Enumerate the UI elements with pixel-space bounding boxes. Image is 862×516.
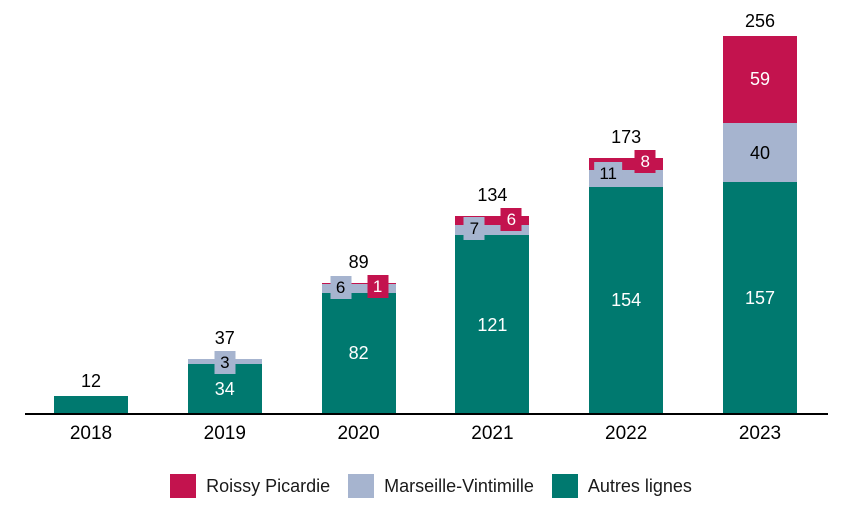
legend-label: Marseille-Vintimille <box>384 476 534 496</box>
segment-value-label: 121 <box>477 314 508 335</box>
segment-value-label: 59 <box>749 69 771 90</box>
segment-autres-lignes-2021: 121 <box>455 235 530 414</box>
segment-value-badge-roissy-picardie: 1 <box>367 274 389 298</box>
segment-value-badge-marseille-vintimille: 7 <box>463 216 485 240</box>
segment-marseille-vintimille-2023: 40 <box>723 123 797 183</box>
legend-item-autres-lignes: Autres lignes <box>551 474 692 498</box>
segment-value-label: 34 <box>214 378 235 399</box>
segment-value-label: 157 <box>744 288 776 309</box>
legend-swatch-autres-lignes <box>551 474 578 498</box>
segment-value-label: 82 <box>348 343 369 364</box>
bar-total-label-2022: 173 <box>611 127 642 148</box>
plot-area: 12 34 3 37 82 6 1 89 121 7 6 134 154 11 8 173 157 40 59 256 <box>25 0 828 414</box>
segment-value-badge-roissy-picardie: 6 <box>500 208 522 232</box>
legend-item-marseille-vintimille: Marseille-Vintimille <box>348 474 534 498</box>
segment-roissy-picardie-2023: 59 <box>723 35 797 124</box>
segment-autres-lignes-2020: 82 <box>321 292 396 414</box>
segment-value-label: 40 <box>749 142 771 163</box>
legend-swatch-roissy-picardie <box>170 474 197 498</box>
bar-total-label-2021: 134 <box>477 185 508 206</box>
segment-autres-lignes-2018 <box>54 396 128 414</box>
segment-marseille-vintimille-2021 <box>455 224 530 236</box>
x-axis-label-2019: 2019 <box>203 423 246 444</box>
legend-swatch-marseille-vintimille <box>348 474 375 498</box>
legend-label: Roissy Picardie <box>206 476 331 496</box>
x-axis-label-2021: 2021 <box>471 423 514 444</box>
segment-value-badge-marseille-vintimille: 6 <box>330 276 352 300</box>
segment-roissy-picardie-2021 <box>455 216 530 225</box>
segment-autres-lignes-2023: 157 <box>723 182 797 414</box>
legend-item-roissy-picardie: Roissy Picardie <box>170 474 330 498</box>
legend: Roissy Picardie Marseille-Vintimille Autre… <box>0 474 862 498</box>
segment-value-badge-marseille-vintimille: 3 <box>214 351 236 375</box>
segment-value-badge-roissy-picardie: 8 <box>634 150 656 174</box>
x-axis-line <box>25 413 828 415</box>
x-axis-label-2018: 2018 <box>69 423 113 444</box>
x-axis-label-2020: 2020 <box>337 423 380 444</box>
bar-total-label-2018: 12 <box>80 371 102 392</box>
segment-roissy-picardie-2022 <box>589 158 664 171</box>
segment-autres-lignes-2022: 154 <box>589 186 664 414</box>
bar-total-label-2023: 256 <box>744 10 776 31</box>
bar-total-label-2020: 89 <box>348 251 369 272</box>
segment-marseille-vintimille-2020 <box>321 284 396 293</box>
segment-roissy-picardie-2020 <box>321 282 396 285</box>
segment-value-label: 154 <box>611 290 642 311</box>
segment-value-badge-marseille-vintimille: 11 <box>594 162 623 186</box>
x-axis-label-2023: 2023 <box>738 423 782 444</box>
x-axis-label-2022: 2022 <box>605 423 648 444</box>
bar-total-label-2019: 37 <box>214 328 235 349</box>
legend-label: Autres lignes <box>587 476 692 496</box>
